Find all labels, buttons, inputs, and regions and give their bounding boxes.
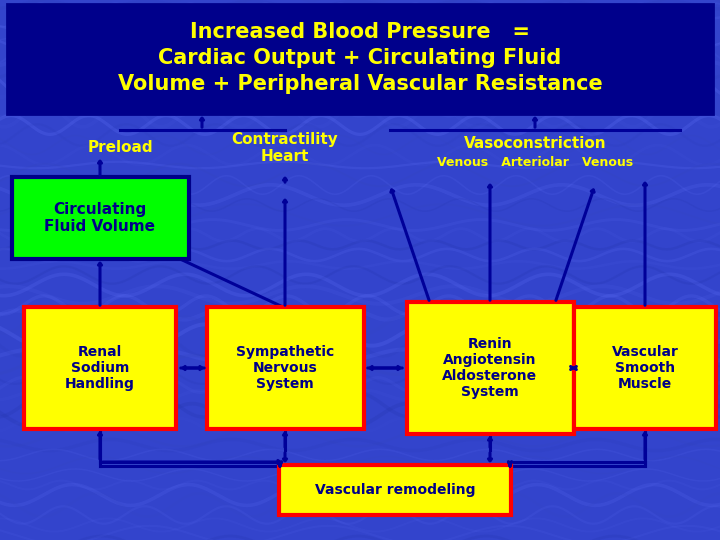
Text: Increased Blood Pressure   =
Cardiac Output + Circulating Fluid
Volume + Periphe: Increased Blood Pressure = Cardiac Outpu… <box>117 22 603 93</box>
Text: Vascular
Smooth
Muscle: Vascular Smooth Muscle <box>611 345 678 391</box>
FancyBboxPatch shape <box>407 302 574 434</box>
Text: Circulating
Fluid Volume: Circulating Fluid Volume <box>45 202 156 234</box>
Text: Preload: Preload <box>87 140 153 156</box>
Text: Contractility
Heart: Contractility Heart <box>232 132 338 164</box>
Text: Renin
Angiotensin
Aldosterone
System: Renin Angiotensin Aldosterone System <box>442 337 538 399</box>
FancyBboxPatch shape <box>279 465 511 515</box>
FancyBboxPatch shape <box>207 307 364 429</box>
Text: Vascular remodeling: Vascular remodeling <box>315 483 475 497</box>
Text: Vasoconstriction: Vasoconstriction <box>464 136 606 151</box>
FancyBboxPatch shape <box>12 177 189 259</box>
Text: Sympathetic
Nervous
System: Sympathetic Nervous System <box>236 345 334 391</box>
FancyBboxPatch shape <box>574 307 716 429</box>
Text: Renal
Sodium
Handling: Renal Sodium Handling <box>65 345 135 391</box>
Text: Venous   Arteriolar   Venous: Venous Arteriolar Venous <box>437 157 633 170</box>
FancyBboxPatch shape <box>7 4 713 114</box>
FancyBboxPatch shape <box>24 307 176 429</box>
